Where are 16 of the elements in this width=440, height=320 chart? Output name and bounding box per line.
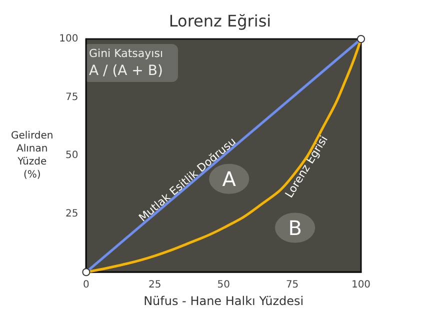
y-axis-title: Gelirden Alınan Yüzde (%) xyxy=(11,130,54,181)
annotation: B xyxy=(288,216,302,240)
y-tick-label: 50 xyxy=(65,150,78,162)
y-tick-label: 100 xyxy=(59,34,78,44)
x-axis-title: Nüfus - Hane Halkı Yüzdesi xyxy=(144,294,304,308)
x-tick-label: 25 xyxy=(148,280,162,291)
x-tick-label: 50 xyxy=(217,280,230,291)
annotation: A xyxy=(222,166,236,191)
x-tick-label: 100 xyxy=(351,280,371,291)
chart-title: Lorenz Eğrisi xyxy=(168,12,272,30)
annotation: A / (A + B) xyxy=(89,63,163,79)
x-tick-label: 0 xyxy=(83,280,90,291)
y-tick-label: 25 xyxy=(65,208,78,220)
annotation: Gini Katsayısı xyxy=(89,47,164,60)
x-tick-label: 75 xyxy=(286,280,299,291)
y-tick-label: 75 xyxy=(65,92,78,103)
